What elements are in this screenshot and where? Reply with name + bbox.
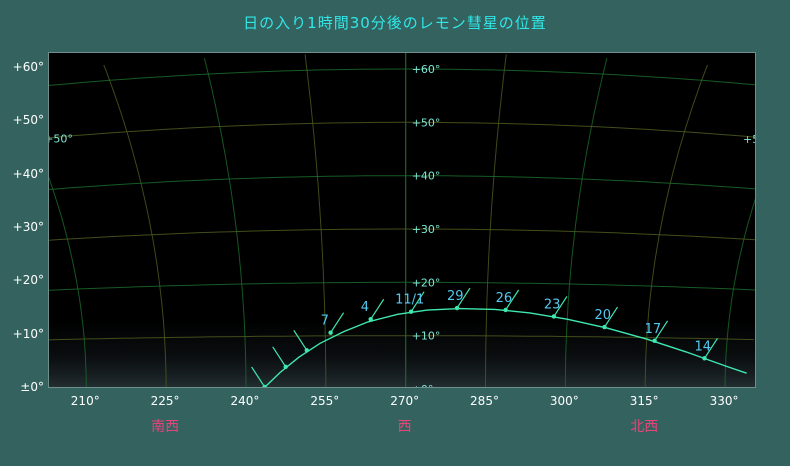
comet-marker-tick [330, 312, 345, 334]
grid-altitude-30 [49, 228, 755, 241]
altitude-tick-label: ±0° [20, 380, 44, 394]
azimuth-tick-label: 330° [709, 394, 739, 408]
comet-marker-tick [251, 366, 266, 387]
grid-azimuth-255 [304, 54, 327, 387]
direction-label-315: 北西 [630, 419, 659, 435]
inner-altitude-label-right: +5 [743, 133, 756, 146]
grid-altitude-20 [49, 281, 755, 291]
altitude-tick-label: +10° [12, 326, 44, 341]
comet-marker-label: 23 [544, 297, 561, 312]
grid-lines [49, 53, 755, 387]
comet-marker-label: 11/1 [395, 293, 424, 308]
azimuth-tick-label: 240° [230, 394, 260, 408]
inner-altitude-label: +50° [412, 116, 441, 129]
comet-marker-tick [703, 337, 719, 359]
grid-azimuth-300 [564, 58, 608, 387]
inner-altitude-label: +0° [412, 383, 434, 388]
azimuth-tick-label: 225° [150, 394, 180, 408]
grid-altitude-40 [49, 175, 755, 190]
comet-marker-tick [293, 329, 308, 351]
grid-azimuth-210 [49, 176, 87, 387]
altitude-tick-label: +20° [12, 273, 44, 288]
azimuth-tick-label: 300° [549, 394, 579, 408]
inner-altitude-label: +30° [412, 223, 441, 236]
grid-azimuth-330 [724, 198, 755, 387]
sky-plot-svg: 7 4 11/1 29 26 23 20 17 14 +60° +50° +40° +30° +20° +1… [49, 53, 756, 388]
comet-marker-tick [553, 296, 568, 317]
inner-altitude-label: +10° [412, 330, 441, 343]
comet-marker-label: 20 [595, 308, 612, 323]
comet-marker-tick [456, 287, 471, 309]
comet-marker-tick [505, 289, 520, 311]
azimuth-tick-label: 315° [629, 394, 659, 408]
comet-marker-label: 29 [447, 289, 464, 304]
comet-path[interactable] [264, 307, 747, 388]
grid-azimuth-285 [485, 54, 507, 387]
direction-label-270: 西 [397, 419, 412, 435]
inner-altitude-labels: +60° +50° +40° +30° +20° +10° +0° +50° +5 [49, 63, 756, 388]
azimuth-tick-label: 210° [70, 394, 100, 408]
grid-azimuth-315 [644, 64, 708, 387]
grid-altitude-60 [49, 68, 755, 86]
comet-marker-tick [272, 346, 287, 368]
grid-altitude-10 [49, 335, 754, 341]
sky-plot-area[interactable]: 7 4 11/1 29 26 23 20 17 14 +60° +50° +40° +30° +20° +1… [48, 52, 756, 388]
azimuth-tick-label: 285° [470, 394, 499, 408]
comet-marker-tick [654, 320, 669, 342]
altitude-tick-label: +30° [12, 220, 44, 234]
inner-altitude-label: +40° [412, 170, 441, 183]
horizon-glow [49, 319, 755, 387]
altitude-tick-label: +50° [12, 113, 44, 128]
azimuth-tick-label: 270° [390, 394, 420, 408]
altitude-tick-label: +40° [12, 166, 44, 181]
page-title: 日の入り1時間30分後のレモン彗星の位置 [243, 14, 547, 32]
comet-marker-tick [410, 291, 425, 313]
inner-altitude-label: +60° [412, 63, 441, 76]
comet-marker-label: 26 [496, 291, 513, 306]
azimuth-tick-label: 255° [310, 394, 340, 408]
comet-marker-label: 4 [361, 300, 369, 315]
altitude-tick-label: +60° [12, 60, 44, 74]
grid-azimuth-225 [103, 64, 167, 387]
comet-marker-label: 14 [695, 339, 712, 354]
inner-altitude-label-left: +50° [49, 133, 73, 146]
comet-marker-tick [603, 306, 619, 328]
inner-altitude-label: +20° [412, 276, 441, 289]
comet-marker-label: 17 [645, 322, 662, 337]
grid-altitude-50 [49, 121, 755, 139]
comet-date-markers: 7 4 11/1 29 26 23 20 17 14 [251, 287, 719, 387]
comet-marker-tick [370, 298, 385, 320]
grid-azimuth-240 [203, 58, 247, 387]
direction-label-225: 南西 [151, 419, 180, 435]
comet-marker-label: 7 [321, 314, 329, 329]
